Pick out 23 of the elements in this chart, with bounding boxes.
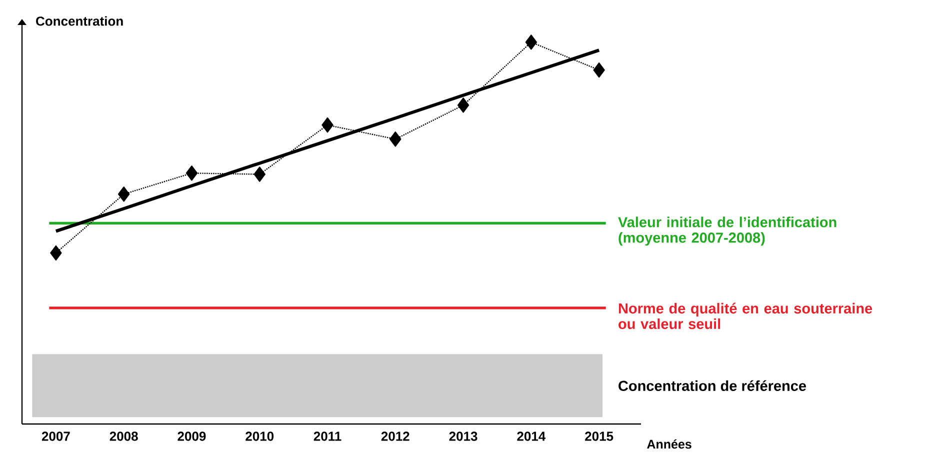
point (390, 132, 402, 147)
x-tick-label: 2011 (314, 432, 342, 441)
point (593, 62, 605, 78)
x-tick-label: 2013 (449, 432, 478, 441)
point (118, 186, 130, 202)
point (525, 34, 538, 50)
x-tick-label: 2015 (585, 432, 614, 441)
point (186, 166, 198, 181)
point (50, 245, 62, 261)
x-tick-label: 2009 (178, 432, 206, 441)
ref-line-label: Norme de qualité en eau souterraine ou valeur seuil (618, 302, 872, 330)
point (457, 98, 470, 113)
x-tick-label: 2012 (381, 432, 410, 441)
point (254, 166, 266, 182)
point (322, 117, 334, 133)
y-axis-title: Concentration (36, 16, 123, 26)
x-tick-label: 2007 (42, 432, 70, 441)
x-axis-title: Années (647, 439, 692, 449)
band-label: Concentration de référence (618, 380, 806, 392)
x-tick-label: 2008 (110, 432, 138, 441)
x-tick-label: 2014 (517, 432, 546, 441)
x-tick-label: 2010 (246, 432, 274, 441)
ref-line-label: Valeur initiale de l’identification (moyenne 2007-2008) (618, 216, 836, 246)
